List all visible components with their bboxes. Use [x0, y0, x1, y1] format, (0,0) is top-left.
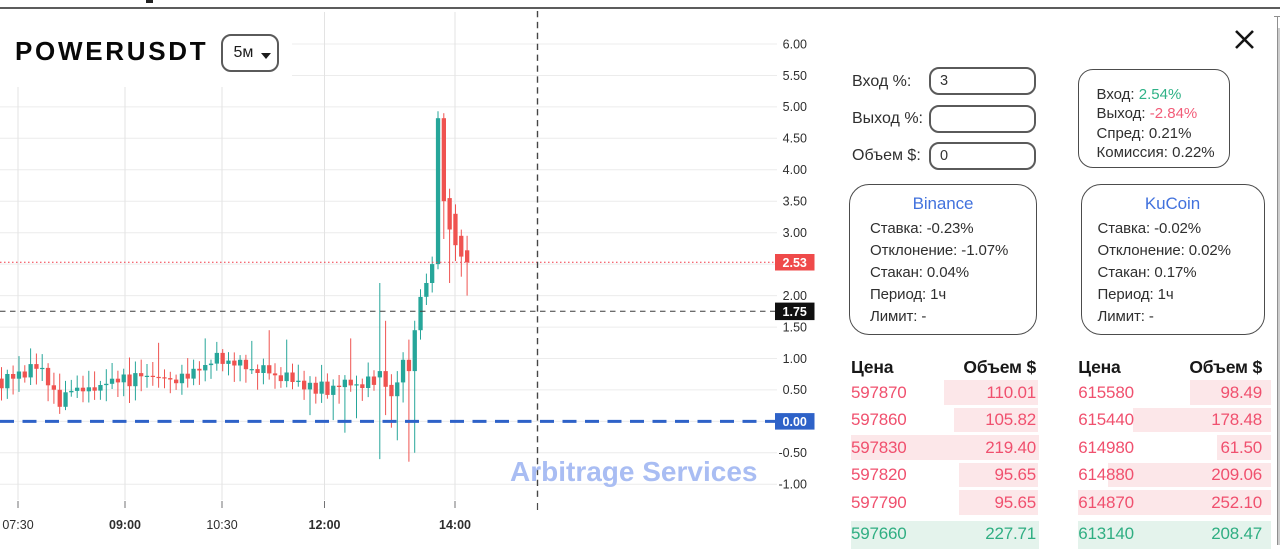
svg-text:12:00: 12:00 [309, 518, 341, 532]
svg-text:07:30: 07:30 [2, 518, 33, 532]
svg-text:10:30: 10:30 [206, 518, 237, 532]
svg-text:1.50: 1.50 [783, 320, 807, 334]
svg-text:09:00: 09:00 [109, 518, 141, 532]
svg-text:1.75: 1.75 [783, 305, 807, 319]
svg-text:1.00: 1.00 [783, 352, 807, 366]
svg-text:3.00: 3.00 [783, 226, 807, 240]
svg-text:3.50: 3.50 [783, 195, 807, 209]
svg-text:4.50: 4.50 [783, 132, 807, 146]
svg-text:5.00: 5.00 [783, 100, 807, 114]
svg-text:2.53: 2.53 [783, 256, 807, 270]
svg-text:6.00: 6.00 [783, 37, 807, 51]
svg-text:0.00: 0.00 [783, 415, 807, 429]
svg-text:14:00: 14:00 [439, 518, 471, 532]
svg-text:2.00: 2.00 [783, 289, 807, 303]
svg-text:4.00: 4.00 [783, 163, 807, 177]
svg-text:0.50: 0.50 [783, 383, 807, 397]
svg-text:-1.00: -1.00 [779, 478, 808, 492]
svg-text:5.50: 5.50 [783, 69, 807, 83]
svg-text:-0.50: -0.50 [779, 446, 808, 460]
